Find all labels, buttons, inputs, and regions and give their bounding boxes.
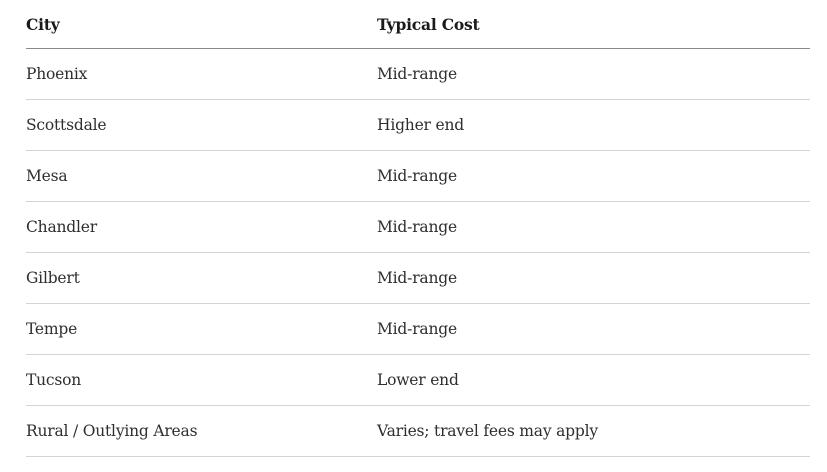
cell-cost: Higher end [377, 99, 810, 151]
cell-city: Rural / Outlying Areas [26, 405, 377, 457]
cost-table: City Typical Cost Phoenix Mid-range Scot… [26, 0, 810, 457]
table-row: Phoenix Mid-range [26, 48, 810, 100]
cell-city: Chandler [26, 201, 377, 253]
table-header: City Typical Cost [26, 0, 810, 49]
header-row: City Typical Cost [26, 0, 810, 49]
cell-cost: Mid-range [377, 252, 810, 304]
cell-cost: Mid-range [377, 201, 810, 253]
table-row: Scottsdale Higher end [26, 99, 810, 151]
cell-city: Tucson [26, 354, 377, 406]
cell-city: Mesa [26, 150, 377, 202]
cell-cost: Lower end [377, 354, 810, 406]
cell-city: Scottsdale [26, 99, 377, 151]
header-city: City [26, 0, 377, 49]
table-row: Tucson Lower end [26, 354, 810, 406]
cell-cost: Mid-range [377, 303, 810, 355]
table-row: Tempe Mid-range [26, 303, 810, 355]
cell-cost: Varies; travel fees may apply [377, 405, 810, 457]
cost-table-container: City Typical Cost Phoenix Mid-range Scot… [26, 0, 810, 457]
cell-city: Phoenix [26, 48, 377, 100]
cell-city: Gilbert [26, 252, 377, 304]
table-row: Rural / Outlying Areas Varies; travel fe… [26, 405, 810, 457]
cell-cost: Mid-range [377, 150, 810, 202]
header-typical-cost: Typical Cost [377, 0, 810, 49]
cell-cost: Mid-range [377, 48, 810, 100]
table-row: Mesa Mid-range [26, 150, 810, 202]
table-body: Phoenix Mid-range Scottsdale Higher end … [26, 48, 810, 457]
table-row: Chandler Mid-range [26, 201, 810, 253]
table-row: Gilbert Mid-range [26, 252, 810, 304]
cell-city: Tempe [26, 303, 377, 355]
